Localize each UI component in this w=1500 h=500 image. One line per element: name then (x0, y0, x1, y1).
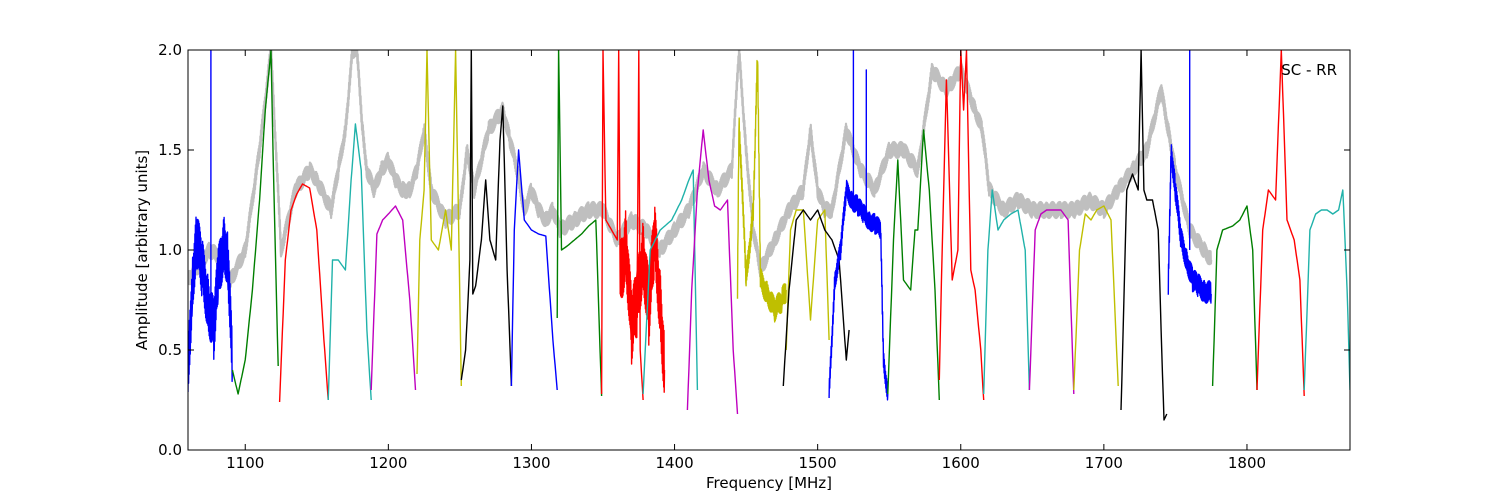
series-line-15-yellow (736, 59, 787, 323)
series-line-1-blue (188, 216, 234, 393)
series-line-10-green (556, 50, 603, 397)
series-line-21-red (938, 50, 985, 401)
series-line-12-red (619, 206, 666, 393)
series-line-28-green (1211, 205, 1258, 391)
y-tick-label: 0.5 (158, 341, 182, 359)
x-tick-label: 1100 (226, 454, 264, 472)
series-line-26-blue (1167, 144, 1212, 304)
series-line-20-green (887, 129, 940, 401)
chart-annotation: SC - RR (1281, 61, 1337, 79)
x-tick-label: 1700 (1085, 454, 1123, 472)
y-tick-label: 1.5 (158, 141, 182, 159)
series-line-18-blue (828, 179, 889, 401)
series-line-25-black (1120, 50, 1168, 421)
series-line-9-blue (510, 149, 558, 391)
series-line-30-cyan (1303, 189, 1350, 391)
y-tick-label: 1.0 (158, 241, 182, 259)
series-line-5-cyan (327, 123, 372, 401)
series-line-3-green (231, 50, 279, 395)
series-line-8-black (460, 50, 513, 387)
x-axis-label: Frequency [MHz] (706, 474, 832, 492)
series-line-6-magenta (370, 205, 417, 391)
series-line-7-yellow (416, 50, 462, 387)
axis-ticks: 1100 1200 1300 1400 1500 1600 1700 1800 0.0 0.5 1.… (158, 41, 1350, 472)
series-line-13-cyan (642, 169, 699, 395)
series-line-22-cyan (983, 189, 1031, 395)
x-tick-label: 1300 (512, 454, 550, 472)
series-line-23-magenta (1028, 209, 1075, 395)
envelope-series-line (188, 50, 1213, 288)
series-line-16-yellow (785, 209, 830, 351)
series-line-19-blue (852, 50, 867, 211)
series-line-29-red (1256, 50, 1305, 397)
series-line-24-yellow (1073, 205, 1119, 391)
y-axis-label: Amplitude [arbitrary units] (133, 150, 151, 350)
x-tick-label: 1500 (799, 454, 837, 472)
series-line-14-magenta (686, 129, 739, 415)
series-line-4-red (278, 183, 329, 403)
x-tick-label: 1400 (655, 454, 693, 472)
x-tick-label: 1800 (1228, 454, 1266, 472)
x-tick-label: 1600 (942, 454, 980, 472)
y-tick-label: 2.0 (158, 41, 182, 59)
y-tick-label: 0.0 (158, 441, 182, 459)
x-tick-label: 1200 (369, 454, 407, 472)
plot-area (188, 50, 1350, 421)
